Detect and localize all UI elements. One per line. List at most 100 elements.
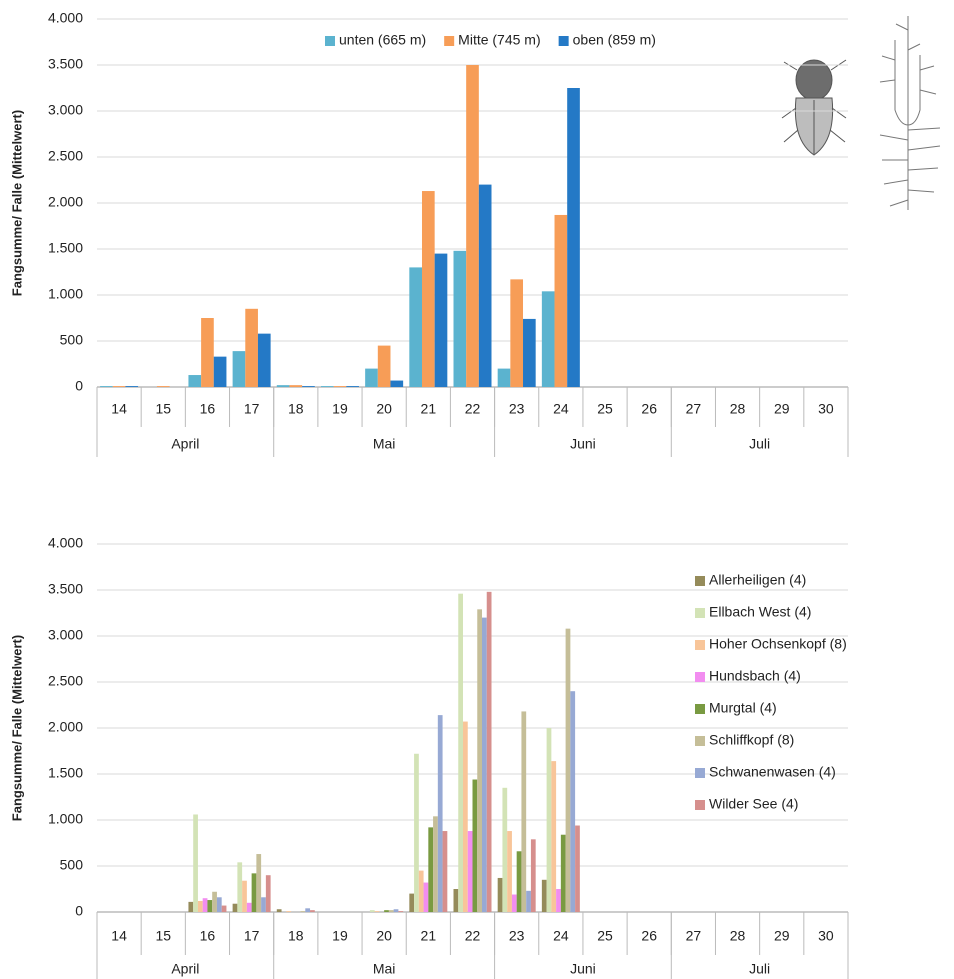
- legend-swatch: [695, 768, 705, 778]
- bar: [188, 902, 193, 912]
- x-tick-label: 18: [288, 928, 304, 944]
- bar: [242, 881, 247, 912]
- bar: [547, 728, 552, 912]
- bar: [498, 369, 511, 387]
- group-label: Juni: [570, 436, 596, 452]
- y-tick-label: 4.000: [48, 10, 83, 26]
- bar: [466, 65, 479, 387]
- group-label: April: [171, 961, 199, 977]
- legend-label: oben (859 m): [573, 32, 656, 48]
- y-tick-label: 1.000: [48, 811, 83, 827]
- x-tick-label: 29: [774, 401, 790, 417]
- bar: [454, 889, 459, 912]
- bar: [214, 357, 227, 387]
- group-label: April: [171, 436, 199, 452]
- legend-swatch: [559, 36, 569, 46]
- x-tick-label: 14: [111, 401, 127, 417]
- x-tick-label: 21: [421, 401, 437, 417]
- bar: [433, 816, 438, 912]
- legend-swatch: [444, 36, 454, 46]
- bar: [458, 594, 463, 912]
- y-tick-label: 3.000: [48, 102, 83, 118]
- x-tick-label: 15: [155, 928, 171, 944]
- bar: [498, 878, 503, 912]
- x-tick-label: 20: [376, 401, 392, 417]
- bar: [370, 910, 375, 912]
- x-tick-label: 18: [288, 401, 304, 417]
- bar: [188, 375, 201, 387]
- legend-swatch: [695, 704, 705, 714]
- bar: [479, 185, 492, 387]
- legend-label: Ellbach West (4): [709, 604, 811, 620]
- bar: [157, 386, 170, 387]
- bar: [310, 910, 315, 912]
- bar: [321, 386, 334, 387]
- bar: [487, 592, 492, 912]
- legend-label: Murgtal (4): [709, 700, 777, 716]
- bar: [334, 386, 347, 387]
- bar: [286, 911, 291, 912]
- x-tick-label: 28: [730, 401, 746, 417]
- bar: [398, 911, 403, 912]
- bar: [233, 351, 246, 387]
- legend-label: Schwanenwasen (4): [709, 764, 836, 780]
- y-tick-label: 2.000: [48, 194, 83, 210]
- group-label: Juli: [749, 961, 770, 977]
- bar: [237, 862, 242, 912]
- bar: [477, 609, 482, 912]
- bar: [302, 386, 315, 387]
- bar: [201, 318, 214, 387]
- bar: [384, 910, 389, 912]
- bar: [252, 873, 257, 912]
- x-tick-label: 29: [774, 928, 790, 944]
- bar: [567, 88, 580, 387]
- bar: [542, 880, 547, 912]
- legend-label: Wilder See (4): [709, 796, 798, 812]
- bar: [502, 788, 507, 912]
- x-tick-label: 24: [553, 401, 569, 417]
- gallery-illustration: [880, 16, 940, 210]
- bar: [566, 629, 571, 912]
- bar: [203, 898, 208, 912]
- group-label: Juli: [749, 436, 770, 452]
- y-tick-label: 1.500: [48, 765, 83, 781]
- x-tick-label: 24: [553, 928, 569, 944]
- bar: [305, 908, 310, 912]
- x-tick-label: 26: [641, 928, 657, 944]
- x-tick-label: 20: [376, 928, 392, 944]
- group-label: Mai: [373, 436, 396, 452]
- beetle-illustration: [782, 60, 846, 155]
- group-label: Juni: [570, 961, 596, 977]
- bar: [193, 814, 198, 912]
- bar: [390, 381, 403, 387]
- y-tick-label: 3.500: [48, 581, 83, 597]
- bar: [394, 909, 399, 912]
- x-tick-label: 22: [465, 401, 481, 417]
- y-tick-label: 500: [60, 332, 84, 348]
- y-tick-label: 4.000: [48, 535, 83, 551]
- bar: [247, 903, 252, 912]
- y-axis-label: Fangsumme/ Falle (Mittelwert): [9, 110, 24, 296]
- bar: [561, 835, 566, 912]
- y-axis-label: Fangsumme/ Falle (Mittelwert): [9, 635, 24, 821]
- legend-swatch: [695, 640, 705, 650]
- x-tick-label: 26: [641, 401, 657, 417]
- page: 05001.0001.5002.0002.5003.0003.5004.000F…: [0, 0, 954, 979]
- bar: [277, 909, 282, 912]
- bar: [512, 895, 517, 912]
- group-label: Mai: [373, 961, 396, 977]
- bar: [575, 826, 580, 912]
- bar: [256, 854, 261, 912]
- y-tick-label: 2.000: [48, 719, 83, 735]
- bar: [258, 334, 271, 387]
- x-tick-label: 21: [421, 928, 437, 944]
- legend-swatch: [695, 800, 705, 810]
- legend-swatch: [695, 672, 705, 682]
- bar: [419, 871, 424, 912]
- bar: [454, 251, 467, 387]
- legend-label: Hoher Ochsenkopf (8): [709, 636, 847, 652]
- y-tick-label: 500: [60, 857, 84, 873]
- bar: [212, 892, 217, 912]
- legend-label: Allerheiligen (4): [709, 572, 806, 588]
- bar: [523, 319, 536, 387]
